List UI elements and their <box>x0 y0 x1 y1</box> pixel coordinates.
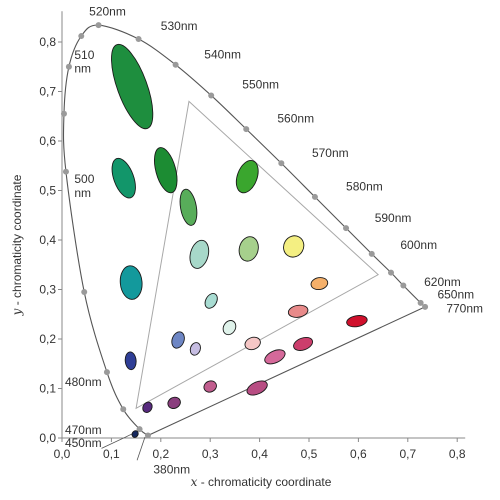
label-380nm-leader <box>136 436 146 461</box>
wavelength-label: nm <box>74 62 91 76</box>
macadam-ellipse-2 <box>111 157 136 199</box>
locus-point-550nm <box>208 92 215 99</box>
macadam-ellipse-24 <box>264 349 286 365</box>
wavelength-label: 560nm <box>277 112 314 126</box>
locus-point-770nm <box>422 303 429 310</box>
wavelength-label: 620nm <box>424 275 461 289</box>
x-tick-label: 0,8 <box>449 447 466 461</box>
locus-point-620nm <box>400 282 407 289</box>
wavelength-label: 770nm <box>446 301 483 315</box>
x-tick-label: 0,5 <box>301 447 318 461</box>
x-axis-label-rest: - chromaticity coordinate <box>197 475 331 489</box>
macadam-ellipse-21 <box>167 396 181 409</box>
wavelength-label: 480nm <box>65 375 102 389</box>
macadam-ellipse-6 <box>119 265 143 300</box>
y-tick-label: 0,1 <box>39 382 56 396</box>
locus-point-590nm <box>343 225 350 232</box>
label-450nm-leader <box>101 431 137 449</box>
wavelength-label: 530nm <box>161 19 198 33</box>
y-tick-label: 0,7 <box>39 85 56 99</box>
macadam-ellipses-group <box>111 43 368 438</box>
x-tick-label: 0,7 <box>399 447 416 461</box>
wavelength-label: 520nm <box>89 4 126 18</box>
macadam-ellipse-16 <box>287 304 309 318</box>
x-tick-label: 0,6 <box>350 447 367 461</box>
macadam-ellipse-18 <box>346 315 368 328</box>
wavelength-label: nm <box>74 186 91 200</box>
x-tick-label: 0,4 <box>251 447 268 461</box>
wavelength-label: 450nm <box>65 436 102 450</box>
macadam-ellipse-8 <box>238 236 259 262</box>
macadam-ellipse-25 <box>131 430 139 438</box>
locus-point-570nm <box>278 160 285 167</box>
y-tick-label: 0,8 <box>39 35 56 49</box>
x-tick-label: 0,3 <box>202 447 219 461</box>
y-tick-label: 0,4 <box>39 233 56 247</box>
y-axis-label: y - chromaticity coordinate <box>10 174 24 316</box>
locus-point-600nm <box>368 250 375 257</box>
locus-point-515nm <box>78 33 85 40</box>
macadam-ellipse-23 <box>246 380 268 396</box>
locus-point-560nm <box>243 126 250 133</box>
x-tick-label: 0,0 <box>54 447 71 461</box>
locus-point-470nm <box>120 406 127 413</box>
locus-point-500nm <box>62 168 69 175</box>
wavelength-label: 550nm <box>242 78 279 92</box>
macadam-ellipse-15 <box>244 336 261 351</box>
spectral-locus-group <box>60 22 429 461</box>
wavelength-label: 600nm <box>400 238 437 252</box>
axes: 0,0 0,1 0,2 0,3 0,4 0,5 0,6 0,7 0,8 0,0 0,1 0,2 0,3 0… <box>39 11 466 461</box>
locus-point-530nm <box>135 36 142 43</box>
y-axis-label-rest: - chromaticity coordinate <box>10 174 24 308</box>
macadam-ellipse-3 <box>154 147 178 194</box>
locus-point-490nm <box>81 288 88 295</box>
macadam-ellipse-20 <box>203 380 217 393</box>
macadam-ellipse-4 <box>235 160 259 194</box>
locus-point-580nm <box>311 193 318 200</box>
macadam-ellipse-14 <box>189 342 201 356</box>
locus-point-650nm <box>417 299 424 306</box>
y-tick-label: 0,6 <box>39 134 56 148</box>
x-tick-label: 0,1 <box>103 447 120 461</box>
y-tick-label: 0,5 <box>39 184 56 198</box>
macadam-ellipse-19 <box>124 351 137 371</box>
labels-group: 380nm450nm470nm480nm500nm510nm520nm530nm… <box>65 4 483 476</box>
locus-point-450nm <box>136 426 143 433</box>
locus-point-480nm <box>103 369 110 376</box>
macadam-ellipse-10 <box>310 277 329 291</box>
x-axis-label-var: x <box>191 475 198 489</box>
macadam-ellipse-7 <box>189 239 210 269</box>
wavelength-label: 590nm <box>375 211 412 225</box>
locus-point-610nm <box>388 269 395 276</box>
macadam-ellipse-22 <box>142 401 153 413</box>
macadam-ellipse-17 <box>293 336 314 351</box>
wavelength-label: 380nm <box>153 463 190 477</box>
locus-point-505nm <box>60 110 67 117</box>
x-axis-label: x - chromaticity coordinate <box>191 475 332 489</box>
spectral-locus-line <box>62 24 427 437</box>
y-axis-label-var: y <box>10 308 24 316</box>
macadam-ellipse-12 <box>222 320 237 336</box>
wavelength-label: 500 <box>74 172 94 186</box>
locus-point-540nm <box>172 61 179 68</box>
macadam-ellipse-9 <box>283 235 305 258</box>
y-tick-label: 0,2 <box>39 332 56 346</box>
macadam-ellipse-5 <box>179 188 198 226</box>
macadam-ellipse-11 <box>204 293 218 309</box>
wavelength-label: 580nm <box>346 180 383 194</box>
y-tick-label: 0,0 <box>39 431 56 445</box>
macadam-ellipse-1 <box>111 43 154 130</box>
wavelength-label: 540nm <box>204 47 241 61</box>
locus-point-380nm <box>144 432 151 439</box>
wavelength-label: 510 <box>74 48 94 62</box>
x-tick-label: 0,2 <box>152 447 169 461</box>
macadam-ellipse-13 <box>171 331 185 349</box>
locus-point-510nm <box>65 63 72 70</box>
locus-point-520nm <box>95 22 102 29</box>
y-tick-label: 0,3 <box>39 283 56 297</box>
wavelength-label: 570nm <box>312 146 349 160</box>
wavelength-label: 650nm <box>437 287 474 301</box>
wavelength-label: 470nm <box>65 423 102 437</box>
